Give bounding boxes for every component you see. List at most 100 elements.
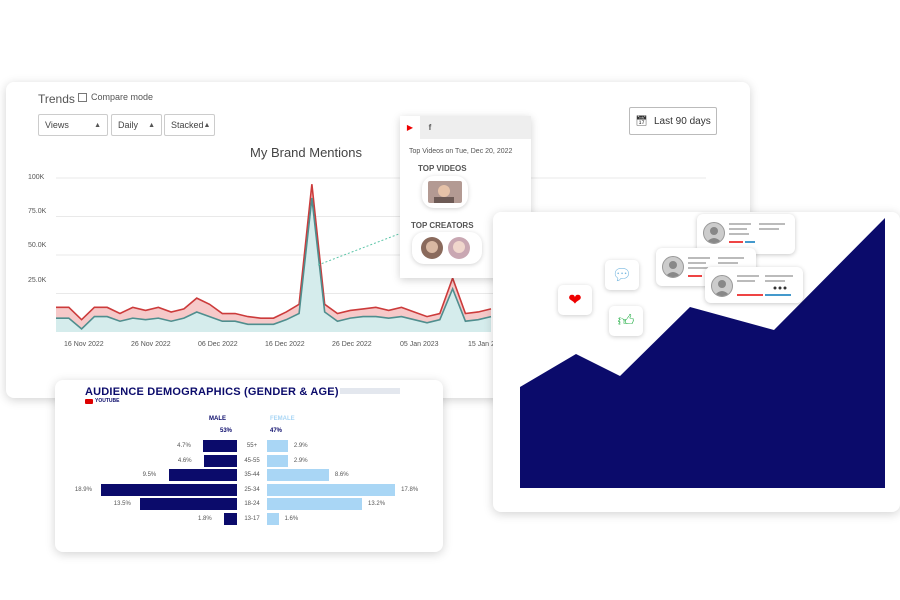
female-bar: [267, 513, 279, 525]
thumbs-up-icon: 👍︎: [609, 306, 643, 336]
female-bar: [267, 498, 363, 511]
audience-demographics-card: AUDIENCE DEMOGRAPHICS (GENDER & AGE) YOU…: [55, 380, 443, 552]
x-tick: 16 Nov 2022: [64, 341, 104, 348]
top-creators-heading: TOP CREATORS: [411, 221, 474, 230]
facebook-tab[interactable]: f: [420, 116, 440, 139]
male-value-label: 13.5%: [113, 501, 131, 508]
male-value-label: 4.7%: [177, 443, 191, 449]
series-area-bottom: [56, 198, 491, 332]
growth-area-shape: [520, 218, 885, 488]
date-range-label: Last 90 days: [653, 115, 711, 127]
profile-details: [729, 223, 785, 243]
x-tick: 06 Dec 2022: [198, 341, 238, 348]
female-label: FEMALE: [270, 416, 295, 422]
female-value-label: 2.9%: [293, 457, 308, 464]
trends-title: Trends: [38, 92, 75, 106]
checkbox-box[interactable]: [78, 92, 87, 102]
profile-card[interactable]: [705, 267, 803, 303]
social-growth-card: ❤︎ 💬︎ 👍︎: [493, 212, 900, 512]
date-range-button[interactable]: 📅︎ Last 90 days: [629, 107, 717, 135]
male-bar: [203, 454, 237, 467]
compare-mode-checkbox[interactable]: Compare mode: [78, 92, 153, 102]
platform-tabs: ▶︎ f: [400, 116, 531, 139]
female-value-label: 13.2%: [368, 501, 386, 508]
male-bar: [224, 513, 237, 525]
platform-label: YOUTUBE: [95, 398, 120, 404]
male-bar: [139, 498, 237, 511]
male-bar: [168, 469, 237, 482]
interval-select-value: Daily: [118, 120, 139, 130]
male-label: MALE: [209, 416, 226, 422]
female-value-label: 17.8%: [401, 486, 419, 493]
female-total: 47%: [270, 428, 283, 434]
metric-select[interactable]: Views ▲︎: [38, 114, 108, 136]
creator-avatars: [421, 237, 470, 259]
youtube-icon: ▶︎: [406, 123, 414, 132]
mode-select[interactable]: Stacked ▲︎: [164, 114, 215, 136]
series-area-top: [56, 184, 491, 329]
y-tick: 25.0K: [28, 277, 47, 284]
popup-date: Top Videos on Tue, Dec 20, 2022: [409, 148, 513, 155]
male-bar: [203, 440, 237, 452]
age-group-label: 25-34: [244, 486, 260, 493]
profile-details: [737, 275, 793, 296]
x-tick: 26 Dec 2022: [332, 341, 372, 348]
calendar-icon: 📅︎: [635, 115, 648, 127]
comment-icon: 💬︎: [605, 260, 639, 290]
user-icon: [662, 256, 684, 278]
top-videos-popup: ▶︎ f Top Videos on Tue, Dec 20, 2022 TOP…: [400, 116, 531, 278]
top-videos-heading: TOP VIDEOS: [418, 164, 467, 173]
age-group-label: 45-55: [244, 457, 260, 464]
x-tick: 26 Nov 2022: [131, 341, 171, 348]
male-value-label: 18.9%: [74, 486, 92, 493]
male-value-label: 9.5%: [142, 472, 157, 479]
mode-select-value: Stacked: [171, 120, 204, 130]
female-value-label: 1.6%: [284, 516, 299, 522]
sort-icon: ▲︎: [148, 121, 155, 129]
y-tick: 100K: [28, 174, 45, 181]
male-total: 53%: [220, 428, 233, 434]
chart-title: My Brand Mentions: [250, 145, 362, 160]
video-thumbnail-bubble[interactable]: [422, 176, 468, 208]
growth-area: [520, 218, 885, 488]
female-bar: [267, 469, 329, 482]
age-group-label: 55+: [246, 443, 258, 449]
x-tick: 15 Jan 2: [468, 341, 495, 348]
youtube-icon: [85, 398, 93, 404]
female-bar: [267, 440, 288, 452]
platform-badge: YOUTUBE: [85, 398, 119, 404]
header-strip: [340, 388, 400, 394]
series-line-bottom: [56, 197, 492, 330]
user-icon: [711, 275, 733, 297]
metric-select-value: Views: [45, 120, 69, 130]
female-value-label: 8.6%: [334, 472, 349, 479]
user-icon: [703, 222, 725, 244]
profile-card[interactable]: [697, 214, 795, 254]
male-value-label: 1.8%: [198, 516, 212, 522]
age-group-label: 13-17: [244, 516, 260, 522]
female-bar: [267, 483, 396, 496]
x-tick: 05 Jan 2023: [400, 341, 439, 348]
sort-icon: ▲︎: [94, 121, 101, 129]
series-line-top: [56, 184, 492, 321]
interval-select[interactable]: Daily ▲︎: [111, 114, 162, 136]
age-group-label: 18-24: [244, 501, 260, 508]
popup-connector: [317, 231, 405, 266]
age-group-label: 35-44: [244, 472, 260, 479]
profile-details: [688, 257, 744, 277]
heart-icon: ❤︎: [558, 285, 592, 315]
female-bar: [267, 454, 288, 467]
sort-icon: ▲︎: [203, 121, 211, 129]
y-tick: 50.0K: [28, 242, 47, 249]
youtube-tab[interactable]: ▶︎: [400, 116, 420, 139]
x-tick: 16 Dec 2022: [265, 341, 305, 348]
creators-bubble[interactable]: [412, 232, 482, 264]
female-value-label: 2.9%: [293, 443, 308, 449]
facebook-icon: f: [428, 123, 432, 132]
male-value-label: 4.6%: [177, 457, 192, 464]
video-thumbnail: [428, 181, 462, 203]
compare-mode-label: Compare mode: [91, 92, 154, 102]
demographics-title: AUDIENCE DEMOGRAPHICS (GENDER & AGE): [85, 386, 339, 398]
male-bar: [100, 483, 237, 496]
y-tick: 75.0K: [28, 208, 47, 215]
